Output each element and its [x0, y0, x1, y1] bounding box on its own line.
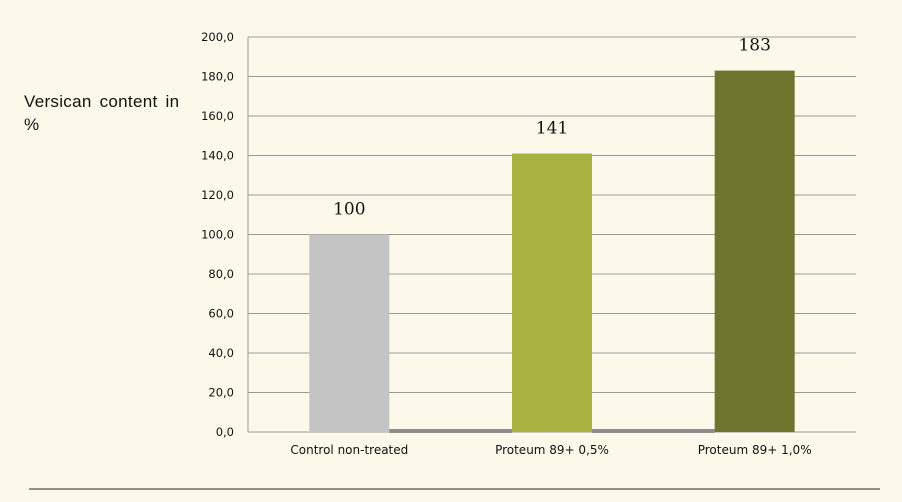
- x-tick-label: Proteum 89+ 1,0%: [698, 443, 812, 457]
- floor-segment: [389, 429, 512, 433]
- data-label: 183: [738, 36, 770, 56]
- y-tick-label: 0,0: [216, 425, 234, 439]
- bar: [309, 234, 390, 432]
- x-tick-label: Control non-treated: [290, 443, 408, 457]
- bar: [714, 70, 795, 432]
- y-tick-label: 120,0: [201, 188, 234, 202]
- y-tick-label: 100,0: [201, 228, 234, 242]
- y-tick-label: 200,0: [201, 30, 234, 44]
- y-tick-label: 140,0: [201, 149, 234, 163]
- floor-segment: [592, 429, 715, 433]
- y-tick-label: 60,0: [208, 307, 234, 321]
- y-tick-label: 20,0: [208, 386, 234, 400]
- bar: [512, 153, 592, 432]
- data-label: 141: [536, 119, 568, 139]
- y-tick-label: 80,0: [208, 267, 234, 281]
- x-tick-label: Proteum 89+ 0,5%: [495, 443, 609, 457]
- y-tick-label: 40,0: [208, 346, 234, 360]
- data-label: 100: [333, 200, 365, 220]
- y-tick-label: 180,0: [201, 70, 234, 84]
- y-axis-label: Versican content in %: [24, 92, 180, 134]
- y-tick-label: 160,0: [201, 109, 234, 123]
